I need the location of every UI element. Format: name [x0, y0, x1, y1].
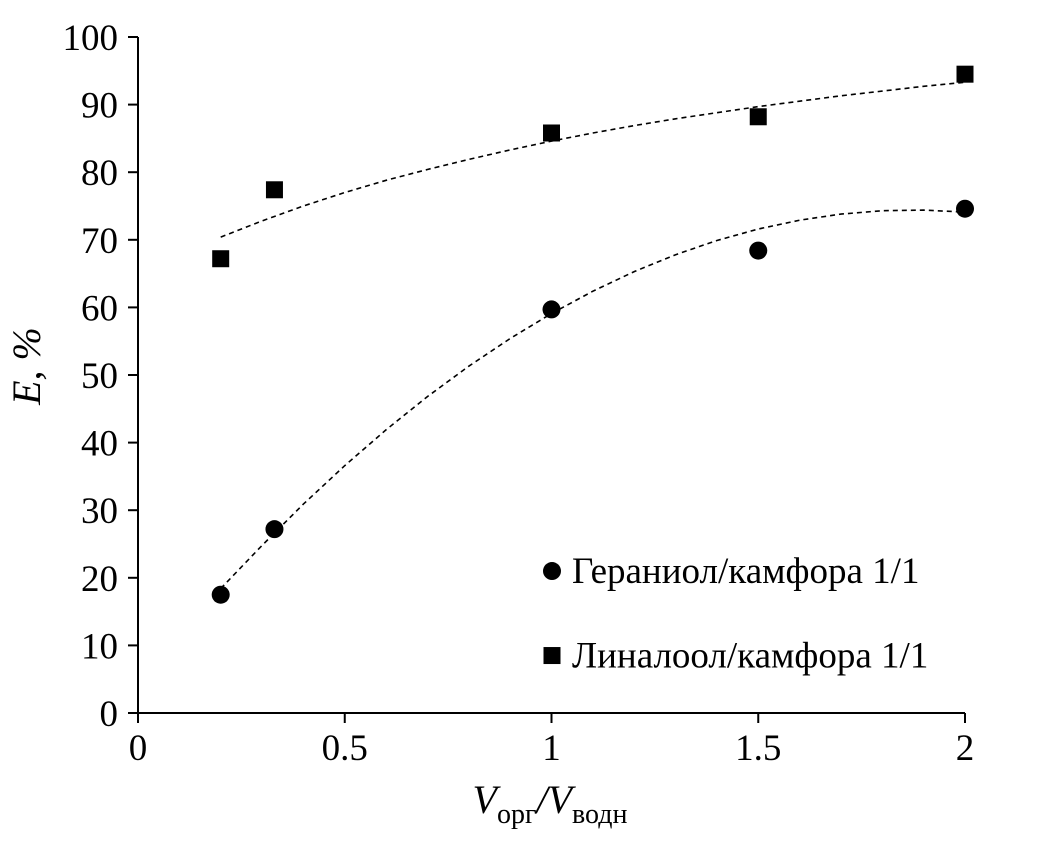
legend: Гераниол/камфора 1/1 Линалоол/камфора 1/1	[543, 551, 928, 677]
y-tick-label: 70	[81, 221, 118, 262]
y-axis-title: E, %	[4, 327, 49, 406]
circle-point-series-1	[211, 585, 230, 604]
x-tick-label: 2	[956, 728, 975, 769]
x-axis-title-sub2: водн	[572, 799, 627, 830]
y-tick-label: 40	[81, 424, 118, 465]
y-tick-label: 100	[63, 18, 119, 59]
circle-point-series-1	[265, 520, 284, 539]
y-tick-label: 0	[100, 694, 119, 735]
axes: 0 10 20 30 40 50 60 70 80 90 100 0 0.5 1 1.5 2	[63, 18, 975, 769]
circle-point-series-1	[542, 300, 561, 319]
square-point-series-2	[956, 65, 974, 83]
y-tick-label: 60	[81, 288, 118, 329]
x-axis-title-sep: /V	[534, 777, 576, 822]
legend-marker-series-1	[543, 562, 561, 581]
square-point-series-2	[265, 181, 283, 199]
legend-label-series-2: Линалоол/камфора 1/1	[572, 636, 928, 677]
y-tick-label: 20	[81, 559, 118, 600]
data-points	[211, 65, 974, 604]
trend-line-series-1	[220, 209, 966, 590]
square-point-series-2	[212, 250, 230, 268]
y-tick-label: 50	[81, 356, 118, 397]
trend-line-series-2	[220, 81, 966, 238]
y-tick-label: 80	[81, 153, 118, 194]
circle-point-series-1	[749, 241, 768, 260]
legend-label-series-1: Гераниол/камфора 1/1	[572, 551, 919, 592]
y-tick-label: 10	[81, 626, 118, 667]
x-tick-label: 0	[129, 728, 148, 769]
x-tick-label: 1.5	[735, 728, 781, 769]
square-point-series-2	[749, 108, 767, 126]
trend-lines	[220, 81, 966, 590]
legend-marker-series-2	[543, 647, 561, 665]
x-tick-label: 1	[542, 728, 561, 769]
x-axis-title: Vорг/Vводн	[473, 777, 628, 830]
x-axis-title-sub1: орг	[497, 799, 536, 830]
circle-point-series-1	[956, 199, 974, 218]
x-tick-label: 0.5	[322, 728, 368, 769]
y-tick-label: 90	[81, 86, 118, 127]
y-tick-label: 30	[81, 491, 118, 532]
square-point-series-2	[543, 124, 560, 142]
x-axis-title-v1: V	[473, 777, 502, 822]
